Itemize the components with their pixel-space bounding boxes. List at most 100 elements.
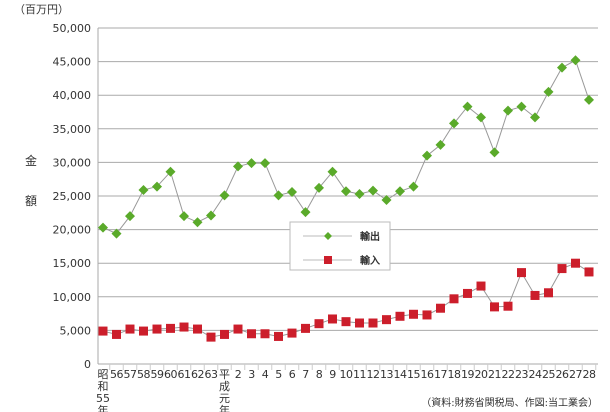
export-point: [260, 158, 270, 169]
export-point: [395, 186, 405, 197]
export-point: [354, 188, 365, 199]
svg-text:5: 5: [275, 368, 282, 381]
x-tick-label: 9: [329, 368, 337, 381]
import-point: [206, 332, 216, 342]
svg-text:16: 16: [421, 368, 434, 381]
export-point: [287, 186, 297, 197]
export-point: [192, 217, 203, 228]
import-point: [409, 309, 418, 319]
import-point: [301, 323, 310, 333]
import-point: [287, 328, 297, 338]
x-tick-label: 12: [367, 368, 381, 381]
export-point: [219, 190, 230, 201]
legend-marker: [324, 232, 332, 240]
svg-text:2: 2: [235, 368, 242, 381]
import-point: [193, 324, 202, 334]
x-tick-label: 3: [248, 368, 256, 381]
y-tick-label: 50,000: [53, 22, 92, 35]
export-point: [408, 181, 419, 192]
x-tick-label: 7: [302, 368, 310, 381]
x-tick-label: 58: [137, 368, 151, 381]
source-note: （資料:財務省関税局、作図:当工業会）: [421, 396, 598, 409]
series-line: [102, 59, 590, 235]
export-point: [273, 190, 284, 201]
import-point: [139, 326, 148, 336]
import-point: [98, 326, 108, 336]
import-point: [490, 302, 499, 312]
export-point: [489, 147, 500, 158]
import-point: [476, 281, 486, 291]
svg-text:25: 25: [542, 368, 555, 381]
svg-text:18: 18: [448, 368, 461, 381]
svg-text:平: 平: [219, 368, 230, 381]
import-point: [152, 324, 162, 334]
import-point: [557, 264, 567, 274]
x-tick-label: 5: [275, 368, 283, 381]
svg-text:27: 27: [569, 368, 582, 381]
svg-text:年: 年: [219, 403, 230, 412]
svg-text:21: 21: [488, 368, 501, 381]
import-point: [422, 310, 432, 320]
x-tick-label: 13: [380, 368, 394, 381]
y-tick-label: 35,000: [53, 123, 92, 136]
import-point: [571, 258, 580, 268]
import-point: [233, 324, 243, 334]
svg-text:59: 59: [151, 368, 164, 381]
x-tick-label: 17: [434, 368, 448, 381]
x-tick-label: 18: [448, 368, 462, 381]
svg-text:23: 23: [515, 368, 528, 381]
svg-text:58: 58: [137, 368, 150, 381]
import-point: [530, 290, 540, 300]
export-point: [111, 228, 122, 239]
export-point: [422, 150, 432, 161]
import-point: [368, 318, 378, 328]
x-tick-label: 60: [164, 368, 178, 381]
svg-text:55: 55: [96, 392, 110, 405]
export-point: [476, 112, 486, 123]
x-tick-label: 22: [502, 368, 516, 381]
svg-text:額: 額: [25, 194, 37, 208]
import-point: [247, 329, 256, 339]
import-point: [436, 303, 445, 313]
x-tick-label: 21: [488, 368, 502, 381]
svg-text:26: 26: [556, 368, 569, 381]
svg-text:6: 6: [289, 368, 296, 381]
svg-text:元: 元: [219, 392, 230, 405]
import-point: [341, 317, 351, 327]
svg-text:11: 11: [353, 368, 366, 381]
x-tick-label: 11: [353, 368, 367, 381]
export-point: [300, 207, 311, 218]
svg-text:3: 3: [248, 368, 255, 381]
x-tick-label: 23: [515, 368, 529, 381]
svg-text:年: 年: [98, 403, 109, 412]
export-point: [314, 182, 324, 193]
x-tick-label: 57: [124, 368, 138, 381]
svg-text:56: 56: [110, 368, 123, 381]
x-tick-label: 63: [205, 368, 219, 381]
export-point: [165, 166, 176, 177]
import-point: [517, 268, 526, 278]
x-tick-label: 19: [461, 368, 475, 381]
import-point: [274, 331, 283, 341]
import-point: [179, 322, 189, 332]
import-point: [395, 311, 405, 321]
export-point: [98, 222, 108, 233]
x-tick-label: 25: [542, 368, 556, 381]
import-point: [463, 288, 472, 298]
export-point: [381, 195, 392, 206]
svg-text:62: 62: [191, 368, 204, 381]
svg-text:20: 20: [475, 368, 488, 381]
svg-text:4: 4: [262, 368, 269, 381]
unit-label: （百万円）: [14, 3, 69, 16]
svg-text:28: 28: [583, 368, 596, 381]
export-point: [516, 101, 527, 112]
svg-text:19: 19: [461, 368, 474, 381]
svg-text:60: 60: [164, 368, 177, 381]
x-tick-label: 24: [529, 368, 543, 381]
y-tick-label: 15,000: [53, 257, 92, 270]
export-point: [327, 166, 338, 177]
legend-label: 輸出: [360, 230, 380, 243]
export-point: [233, 161, 243, 172]
